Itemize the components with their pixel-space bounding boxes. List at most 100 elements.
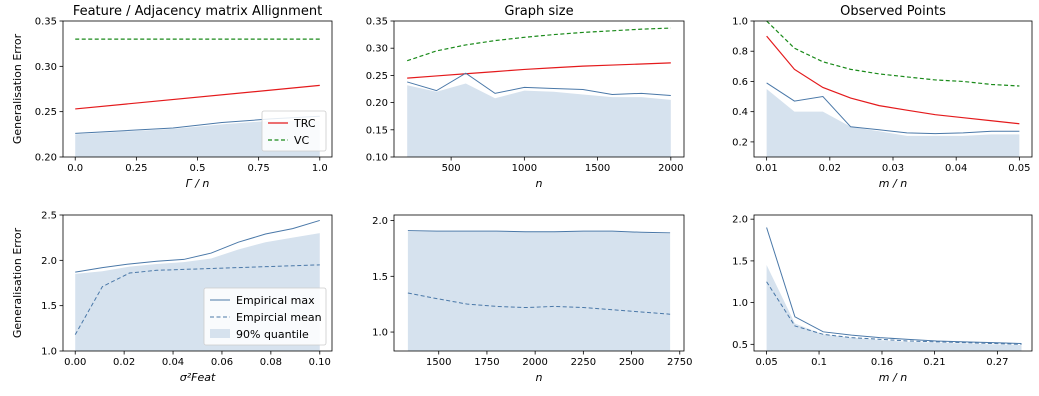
x-tick-label: 0.04: [945, 163, 967, 174]
y-tick-label: 1.0: [372, 328, 388, 339]
series-line-vc: [766, 21, 1020, 87]
y-tick-label: 2.0: [41, 256, 57, 267]
axes-frame: [393, 20, 685, 158]
series-line-max: [407, 72, 671, 97]
chart-title: Observed Points: [840, 4, 946, 19]
panel-5: 1500 1750 2000 2250 2500 2750 1.0 1.5 2.0 n: [372, 214, 692, 384]
x-tick-label: 0.06: [211, 357, 233, 368]
legend-swatch-quantile: [210, 329, 230, 338]
y-tick-label: 0.35: [366, 17, 388, 28]
x-tick-label: 1000: [512, 163, 537, 174]
legend-entry: VC: [294, 134, 310, 147]
x-tick-label: 2250: [571, 357, 596, 368]
y-tick-label: 1.5: [41, 301, 57, 312]
x-tick-label: 0.21: [923, 357, 945, 368]
series-line-vc: [406, 27, 671, 62]
axes-frame: [393, 214, 685, 352]
x-tick-label: 0.02: [113, 357, 135, 368]
chart-title: Feature / Adjacency matrix Allignment: [73, 4, 322, 19]
x-axis-label: m / n: [879, 371, 907, 384]
y-axis-label: Generalisation Error: [11, 33, 24, 144]
y-tick-label: 2.5: [41, 211, 57, 222]
x-tick-label: 2750: [667, 357, 692, 368]
y-tick-label: 0.20: [35, 153, 57, 164]
panel-4: 0.00 0.02 0.04 0.06 0.08 0.10 1.0 1.5 2.0 2.5 σ²Fe…: [11, 211, 333, 384]
quantile-area: [766, 265, 1022, 351]
panel-6: 0.05 0.1 0.16 0.21 0.27 0.5 1.0 1.5 2.0 m / n: [732, 214, 1033, 384]
x-tick-label: 1500: [585, 163, 610, 174]
y-tick-label: 0.15: [366, 125, 388, 136]
y-tick-label: 0.30: [366, 44, 388, 55]
plot-area: [407, 230, 671, 351]
series-line-mean: [766, 281, 1022, 345]
plot-area: [766, 21, 1020, 157]
x-tick-label: 1750: [474, 357, 499, 368]
series-line-trc: [407, 62, 671, 79]
y-tick-label: 2.0: [372, 216, 388, 227]
x-tick-label: 1.0: [312, 163, 328, 174]
quantile-area: [407, 83, 671, 157]
x-axis-label: n: [536, 177, 543, 190]
legend: Empirical max Empircial mean 90% quantile: [203, 287, 327, 346]
legend-box: [203, 287, 327, 346]
x-tick-label: 1500: [426, 357, 451, 368]
y-tick-label: 1.5: [372, 272, 388, 283]
quantile-area: [407, 231, 671, 351]
x-tick-label: 0.75: [248, 163, 270, 174]
series-line-trc: [766, 35, 1020, 125]
x-tick-label: 0.25: [125, 163, 147, 174]
x-tick-label: 0.10: [309, 357, 331, 368]
plot-area: [406, 27, 671, 157]
y-tick-label: 2.0: [732, 215, 748, 226]
y-tick-label: 1.5: [732, 256, 748, 267]
x-axis-label: σ²Feat: [180, 371, 216, 384]
y-tick-label: 0.20: [366, 98, 388, 109]
legend-entry: Empircial mean: [236, 311, 322, 324]
y-tick-label: 1.0: [732, 17, 748, 28]
y-axis-label: Generalisation Error: [11, 227, 24, 338]
y-tick-label: 1.0: [41, 347, 57, 358]
x-tick-label: 0.1: [811, 357, 827, 368]
x-axis-label: m / n: [879, 177, 907, 190]
x-tick-label: 0.02: [819, 163, 841, 174]
legend-entry: Empirical max: [236, 294, 315, 307]
x-tick-label: 0.00: [64, 357, 86, 368]
quantile-area: [75, 120, 320, 157]
y-tick-label: 0.8: [732, 47, 748, 58]
panel-2: 500 1000 1500 2000 0.10 0.15 0.20 0.25 0.30 0.35 G…: [366, 4, 685, 190]
x-tick-label: 0.05: [755, 357, 777, 368]
panel-1: 0.0 0.25 0.5 0.75 1.0 0.20 0.25 0.30 0.35 Feature…: [11, 4, 333, 190]
series-line-empircial-mean: [74, 264, 320, 335]
x-tick-label: 0.0: [67, 163, 83, 174]
x-tick-label: 2500: [619, 357, 644, 368]
x-tick-label: 500: [442, 163, 461, 174]
y-tick-label: 0.25: [366, 71, 388, 82]
series-line-max: [766, 227, 1022, 344]
y-tick-label: 0.25: [35, 107, 57, 118]
series-line-mean: [407, 292, 671, 315]
x-tick-label: 2000: [658, 163, 683, 174]
series-line-max: [766, 82, 1020, 135]
x-tick-label: 0.01: [756, 163, 778, 174]
panel-3: 0.01 0.02 0.03 0.04 0.05 0.2 0.4 0.6 0.8 1.0 Obser…: [732, 4, 1033, 190]
axes-frame: [753, 214, 1033, 352]
y-tick-label: 0.6: [732, 77, 748, 88]
legend-entry: TRC: [293, 117, 316, 130]
series-line-trc: [75, 84, 320, 110]
y-tick-label: 0.30: [35, 62, 57, 73]
y-tick-label: 0.5: [732, 340, 748, 351]
y-tick-label: 0.35: [35, 17, 57, 28]
quantile-area: [766, 89, 1020, 157]
x-tick-label: 0.5: [190, 163, 206, 174]
axes-frame: [62, 214, 333, 352]
legend: TRC VC: [261, 110, 327, 152]
x-tick-label: 0.05: [1008, 163, 1030, 174]
series-line-max: [407, 230, 671, 234]
y-tick-label: 1.0: [732, 298, 748, 309]
x-tick-label: 2000: [522, 357, 547, 368]
x-tick-label: 0.27: [986, 357, 1008, 368]
y-tick-label: 0.10: [366, 153, 388, 164]
y-tick-label: 0.2: [732, 137, 748, 148]
x-tick-label: 0.03: [882, 163, 904, 174]
